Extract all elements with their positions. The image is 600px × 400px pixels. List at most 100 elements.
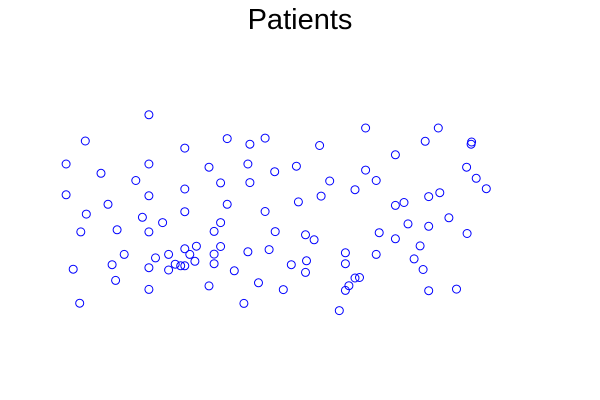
data-point-64 [302,256,311,266]
data-point-74 [350,185,360,195]
data-point-36 [204,162,214,172]
data-point-98 [462,162,472,172]
data-point-47 [239,298,249,308]
data-point-91 [424,192,434,202]
data-point-60 [291,161,301,171]
data-point-97 [452,284,461,294]
data-point-85 [399,198,409,207]
data-point-10 [107,260,117,270]
data-point-53 [260,133,270,143]
data-point-59 [286,260,296,270]
data-point-62 [301,230,310,240]
data-point-5 [76,227,86,237]
data-point-21 [144,284,154,294]
data-point-45 [222,199,232,209]
data-point-31 [180,244,190,254]
data-point-22 [151,253,160,263]
data-point-101 [466,139,476,149]
data-point-42 [216,218,226,228]
data-point-96 [444,213,454,223]
data-point-63 [301,267,310,277]
data-point-69 [334,306,344,316]
data-point-90 [420,136,430,146]
data-point-99 [462,229,472,238]
data-point-88 [415,241,425,251]
data-point-52 [254,278,263,288]
data-point-79 [371,176,381,185]
data-point-48 [243,159,253,169]
data-point-75 [350,273,360,283]
data-point-27 [176,261,186,271]
data-point-46 [229,266,239,276]
data-point-33 [185,249,195,259]
data-point-51 [245,178,255,188]
data-point-32 [180,261,190,271]
data-point-92 [424,221,434,231]
data-point-2 [61,190,71,200]
data-point-95 [435,188,445,198]
data-point-18 [144,191,154,201]
data-point-14 [131,176,141,185]
data-point-102 [471,173,481,183]
data-point-54 [260,207,270,216]
data-point-77 [361,123,371,133]
data-point-55 [264,245,274,255]
data-point-12 [112,225,122,235]
data-point-68 [325,176,335,186]
data-point-23 [158,218,168,228]
data-point-44 [222,134,232,144]
data-point-57 [270,227,280,237]
data-point-13 [119,249,129,259]
data-point-73 [344,281,354,291]
data-point-3 [68,264,78,274]
data-point-87 [409,254,419,264]
data-point-58 [278,285,288,295]
data-point-4 [75,298,85,308]
data-point-81 [374,228,384,238]
data-point-49 [243,247,253,257]
data-point-8 [96,168,106,178]
data-point-24 [164,249,174,259]
data-point-66 [315,141,325,150]
data-point-50 [245,139,255,149]
data-point-89 [418,265,428,274]
data-point-41 [216,178,226,188]
data-point-15 [137,212,147,222]
data-point-39 [209,249,219,259]
data-point-20 [144,263,154,273]
data-point-84 [390,234,400,244]
data-point-37 [204,281,214,291]
data-point-70 [340,248,350,258]
data-point-9 [103,199,113,209]
data-point-38 [209,226,219,236]
data-point-83 [390,200,400,210]
data-point-6 [80,136,90,146]
data-point-29 [180,184,190,194]
data-point-71 [340,259,350,269]
data-point-16 [144,110,154,120]
data-point-86 [403,219,413,229]
data-point-19 [144,227,154,237]
data-point-11 [111,275,121,285]
data-point-56 [270,167,280,177]
data-point-93 [424,286,434,296]
data-point-76 [355,273,364,282]
data-point-35 [191,241,201,251]
data-point-28 [180,143,190,153]
data-point-25 [164,265,174,275]
chart-title: Patients [247,4,353,36]
data-point-34 [190,256,200,266]
data-point-67 [316,191,326,201]
data-point-43 [216,242,226,251]
data-point-30 [180,207,190,217]
data-point-40 [209,259,219,269]
data-point-65 [309,235,319,245]
data-point-80 [371,249,381,259]
data-point-103 [481,184,491,194]
data-point-1 [61,159,71,169]
data-point-26 [170,259,180,269]
data-point-94 [433,123,443,133]
data-point-78 [361,165,371,175]
